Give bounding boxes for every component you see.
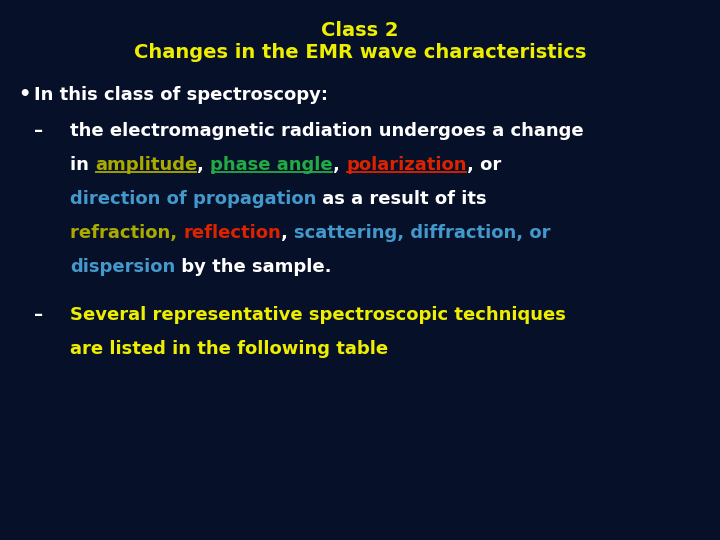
Text: reflection: reflection [184, 224, 281, 242]
Text: polarization: polarization [346, 156, 467, 174]
Text: –: – [34, 122, 43, 140]
Text: by the sample.: by the sample. [175, 258, 332, 276]
Text: ,: , [333, 156, 346, 174]
Text: amplitude: amplitude [95, 156, 197, 174]
Text: direction of propagation: direction of propagation [70, 190, 316, 208]
Text: In this class of spectroscopy:: In this class of spectroscopy: [34, 86, 328, 104]
Text: refraction,: refraction, [70, 224, 184, 242]
Text: scattering, diffraction, or: scattering, diffraction, or [294, 224, 551, 242]
Text: ,: , [281, 224, 294, 242]
Text: Changes in the EMR wave characteristics: Changes in the EMR wave characteristics [134, 44, 586, 63]
Text: Class 2: Class 2 [321, 21, 399, 39]
Text: are listed in the following table: are listed in the following table [70, 340, 388, 358]
Text: phase angle: phase angle [210, 156, 333, 174]
Text: ,: , [197, 156, 210, 174]
Text: , or: , or [467, 156, 501, 174]
Text: •: • [18, 85, 30, 105]
Text: –: – [34, 306, 43, 324]
Text: the electromagnetic radiation undergoes a change: the electromagnetic radiation undergoes … [70, 122, 584, 140]
Text: in: in [70, 156, 95, 174]
Text: dispersion: dispersion [70, 258, 175, 276]
Text: Several representative spectroscopic techniques: Several representative spectroscopic tec… [70, 306, 566, 324]
Text: as a result of its: as a result of its [316, 190, 487, 208]
